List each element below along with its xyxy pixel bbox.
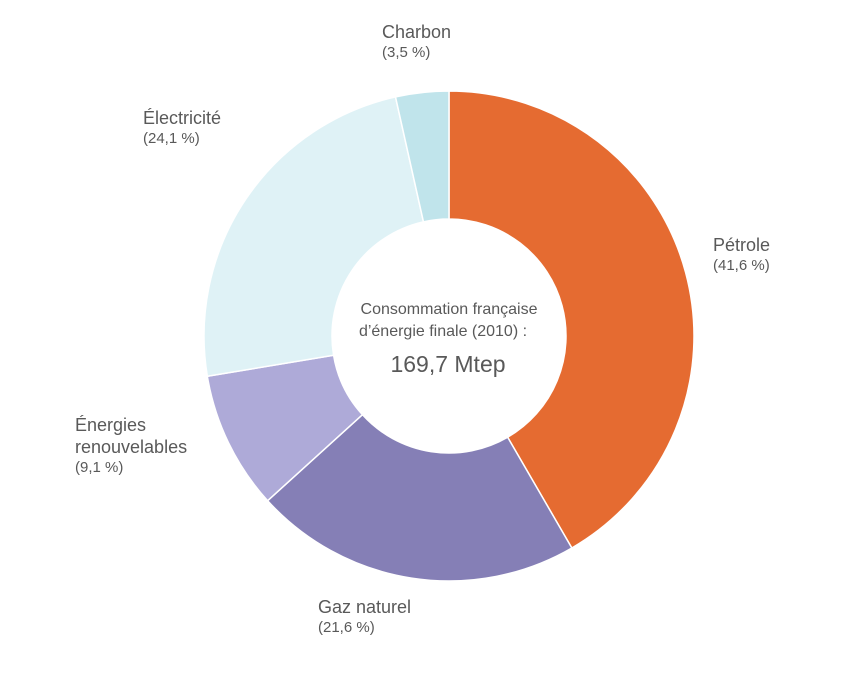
- label-elec-name-0: Électricité: [143, 108, 221, 128]
- labels-group: Pétrole (41,6 %) Gaz naturel (21,6 %) Énergi…: [75, 22, 770, 636]
- center-text-line1: Consommation française: [361, 301, 538, 318]
- label-petrole: Pétrole (41,6 %): [713, 235, 770, 274]
- label-gaz: Gaz naturel (21,6 %): [318, 597, 411, 636]
- slice-gaz: [266, 413, 573, 582]
- slice-charbon: [394, 90, 450, 223]
- label-enr-percent: (9,1 %): [75, 459, 123, 476]
- label-charbon: Charbon (3,5 %): [382, 22, 451, 61]
- label-petrole-percent: (41,6 %): [713, 257, 770, 274]
- label-enr-name-1: renouvelables: [75, 437, 187, 457]
- label-charbon-percent: (3,5 %): [382, 44, 430, 61]
- center-label: Consommation française d’énergie finale …: [359, 301, 538, 377]
- label-elec: Électricité (24,1 %): [143, 108, 221, 147]
- label-elec-percent: (24,1 %): [143, 130, 200, 147]
- label-gaz-percent: (21,6 %): [318, 619, 375, 636]
- label-petrole-name-0: Pétrole: [713, 235, 770, 255]
- slices-group: [203, 90, 695, 582]
- label-enr-name-0: Énergies: [75, 415, 146, 435]
- slice-petrole: [448, 90, 695, 550]
- center-total-value: 169,7 Mtep: [390, 351, 505, 377]
- label-gaz-name-0: Gaz naturel: [318, 597, 411, 617]
- label-charbon-name-0: Charbon: [382, 22, 451, 42]
- slice-elec: [203, 96, 425, 378]
- center-text-line2: d’énergie finale (2010) :: [359, 323, 527, 340]
